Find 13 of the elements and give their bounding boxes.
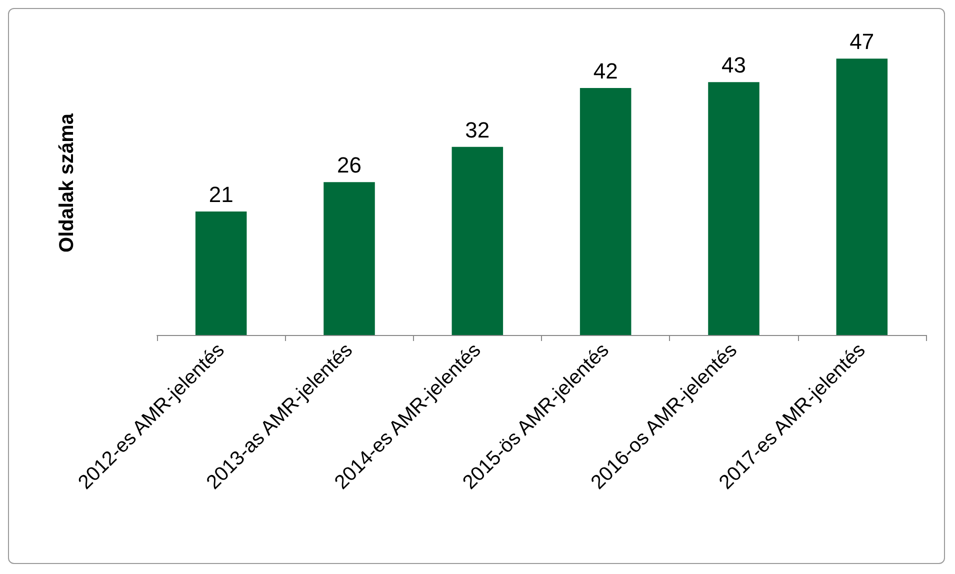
bar bbox=[452, 146, 504, 335]
data-label: 26 bbox=[337, 152, 362, 178]
bar bbox=[324, 182, 375, 335]
bar bbox=[708, 82, 760, 335]
bar bbox=[836, 58, 888, 335]
data-label: 32 bbox=[465, 117, 490, 142]
bar bbox=[195, 212, 247, 335]
y-axis-title: Oldalak száma bbox=[56, 112, 78, 252]
data-label: 43 bbox=[722, 52, 746, 78]
data-label: 42 bbox=[593, 58, 618, 84]
bar bbox=[580, 88, 632, 335]
data-label: 21 bbox=[208, 182, 234, 208]
data-label: 47 bbox=[850, 29, 874, 54]
